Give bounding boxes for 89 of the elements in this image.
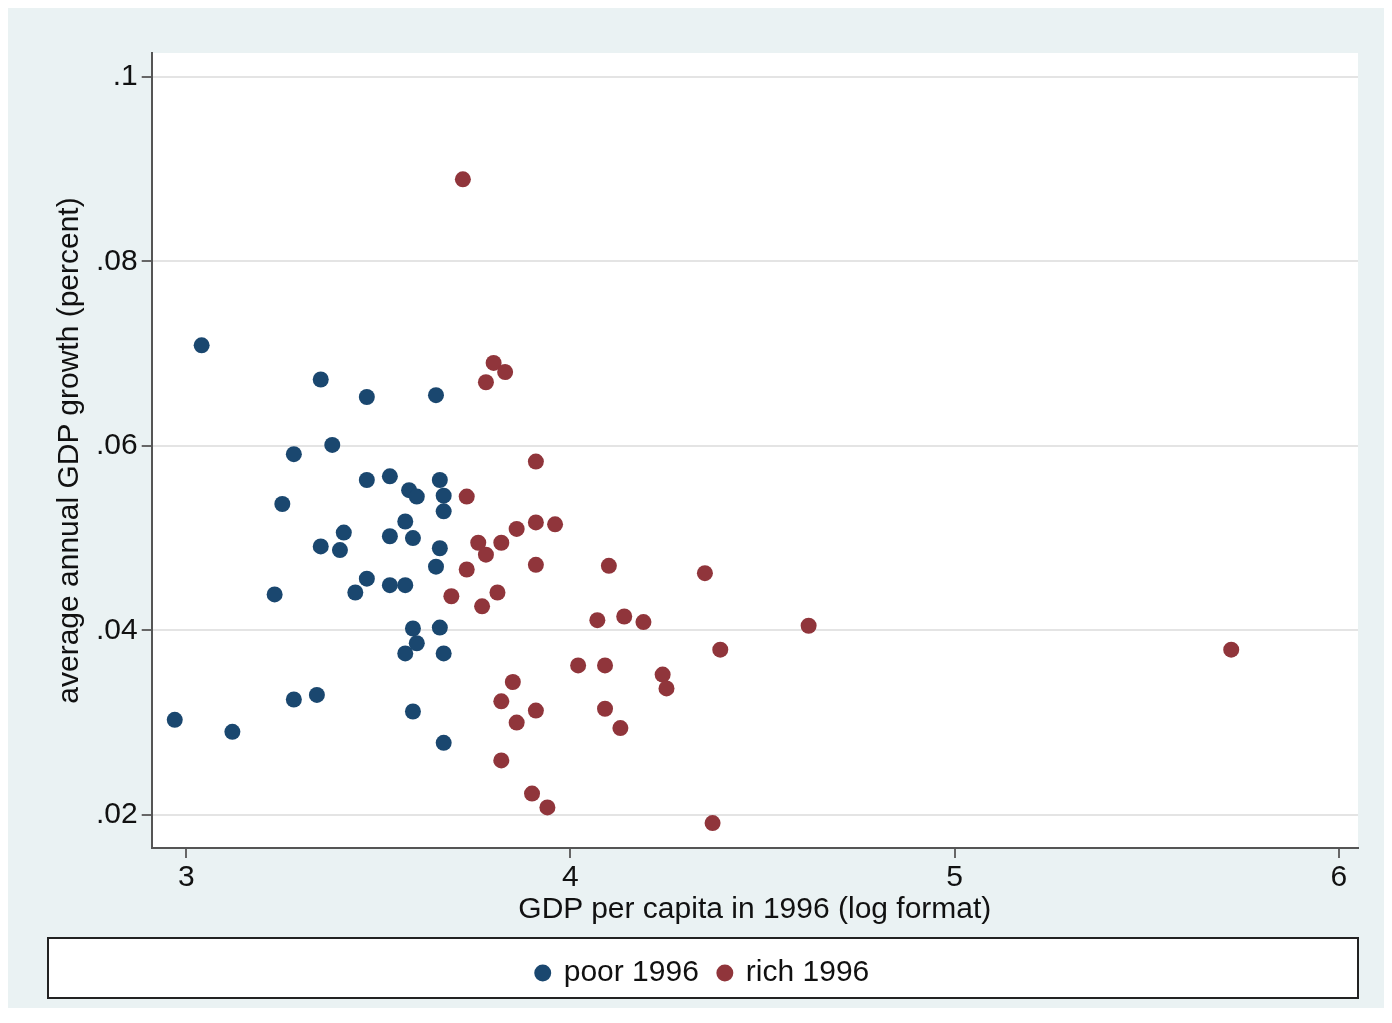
point xyxy=(524,785,541,802)
point xyxy=(597,700,614,717)
point xyxy=(527,556,544,573)
point xyxy=(431,619,448,636)
point xyxy=(597,657,614,674)
point xyxy=(800,617,817,634)
point xyxy=(1223,641,1240,658)
y-tick-label: .06 xyxy=(95,427,138,461)
point xyxy=(404,703,421,720)
point xyxy=(539,799,556,816)
point xyxy=(616,608,633,625)
y-tick-label: .1 xyxy=(112,58,138,92)
point xyxy=(404,620,421,637)
point xyxy=(435,734,452,751)
point xyxy=(470,534,487,551)
point xyxy=(474,598,491,615)
point xyxy=(266,586,283,603)
point xyxy=(358,472,375,489)
point xyxy=(381,468,398,485)
y-tick-label: .02 xyxy=(95,796,138,830)
point xyxy=(485,354,502,371)
point xyxy=(347,584,364,601)
point xyxy=(508,520,525,537)
point xyxy=(458,488,475,505)
point xyxy=(654,666,671,683)
point xyxy=(493,752,510,769)
point xyxy=(404,530,421,547)
point xyxy=(696,565,713,582)
point xyxy=(431,472,448,489)
point xyxy=(489,584,506,601)
point xyxy=(527,702,544,719)
point xyxy=(443,588,460,605)
point xyxy=(435,645,452,662)
point xyxy=(508,714,525,731)
y-axis-title: average annual GDP growth (percent) xyxy=(51,197,85,704)
point xyxy=(458,561,475,578)
point xyxy=(324,436,341,453)
point xyxy=(397,645,414,662)
point xyxy=(358,389,375,406)
point xyxy=(408,635,425,652)
point xyxy=(285,446,302,463)
point xyxy=(527,514,544,531)
point xyxy=(435,487,452,504)
point xyxy=(312,371,329,388)
point xyxy=(358,570,375,587)
point xyxy=(493,693,510,710)
point xyxy=(381,528,398,545)
point xyxy=(497,364,514,381)
point xyxy=(435,503,452,520)
point xyxy=(427,558,444,575)
y-tick-label: .04 xyxy=(95,611,138,645)
point xyxy=(431,540,448,557)
x-tick-label: 4 xyxy=(562,859,579,893)
point xyxy=(527,453,544,470)
point xyxy=(166,711,183,728)
point xyxy=(570,657,587,674)
point xyxy=(600,557,617,574)
point xyxy=(285,691,302,708)
x-tick-label: 5 xyxy=(946,859,963,893)
point xyxy=(381,577,398,594)
point xyxy=(477,374,494,391)
x-tick-label: 3 xyxy=(177,859,195,893)
point xyxy=(331,542,348,559)
x-tick-label: 6 xyxy=(1330,859,1348,893)
point xyxy=(335,524,352,541)
point xyxy=(658,680,675,697)
point xyxy=(635,614,652,631)
point xyxy=(397,513,414,530)
point xyxy=(308,686,325,703)
point xyxy=(704,815,721,832)
point xyxy=(454,171,471,188)
point xyxy=(274,495,291,512)
point xyxy=(224,723,241,740)
point xyxy=(408,488,425,505)
point xyxy=(547,516,564,533)
point xyxy=(712,641,729,658)
point xyxy=(427,387,444,404)
y-tick-label: .08 xyxy=(95,242,138,276)
point xyxy=(397,577,414,594)
point xyxy=(477,546,494,563)
point xyxy=(493,534,510,551)
x-axis-title: GDP per capita in 1996 (log format) xyxy=(518,891,992,925)
point xyxy=(504,673,521,690)
legend-label: poor 1996 xyxy=(563,954,699,988)
point xyxy=(312,538,329,555)
point xyxy=(193,337,210,354)
point xyxy=(612,720,629,737)
point xyxy=(589,612,606,629)
legend-label: rich 1996 xyxy=(745,954,870,988)
